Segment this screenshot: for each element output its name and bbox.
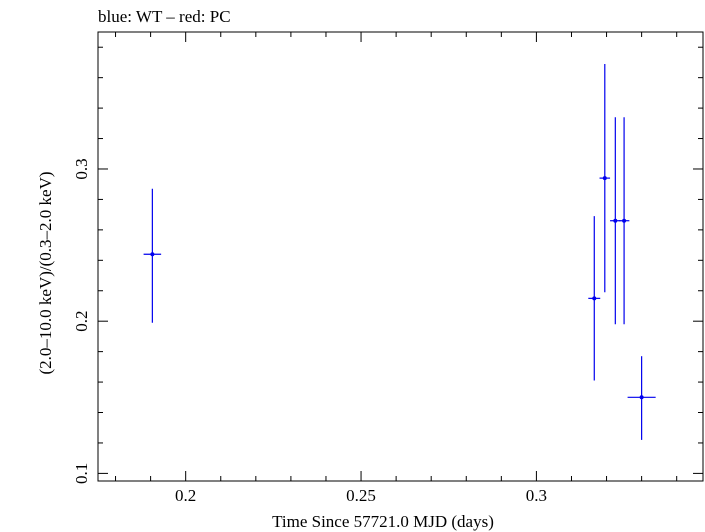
point-marker xyxy=(592,296,597,301)
point-marker xyxy=(639,395,644,400)
data-point xyxy=(627,356,656,440)
x-tick-label: 0.2 xyxy=(175,486,196,505)
y-axis-label: (2.0–10.0 keV)/(0.3–2.0 keV) xyxy=(36,171,55,374)
data-point xyxy=(599,63,611,293)
chart-title: blue: WT – red: PC xyxy=(98,7,231,26)
y-tick-label: 0.1 xyxy=(72,463,91,484)
y-tick-label: 0.3 xyxy=(72,158,91,179)
point-marker xyxy=(602,176,607,181)
data-points xyxy=(143,63,656,440)
plot-frame xyxy=(97,31,704,482)
point-marker xyxy=(150,252,155,257)
y-tick-label: 0.2 xyxy=(72,311,91,332)
data-point xyxy=(588,216,601,381)
x-tick-label: 0.3 xyxy=(526,486,547,505)
point-marker xyxy=(622,218,627,223)
axis-ticks: 0.2 0.25 0.3 0.1 0.2 0.3 xyxy=(72,32,703,505)
x-axis-label: Time Since 57721.0 MJD (days) xyxy=(272,512,494,531)
point-marker xyxy=(613,218,618,223)
x-tick-label: 0.25 xyxy=(346,486,376,505)
data-point xyxy=(143,188,162,323)
data-point xyxy=(618,117,630,325)
